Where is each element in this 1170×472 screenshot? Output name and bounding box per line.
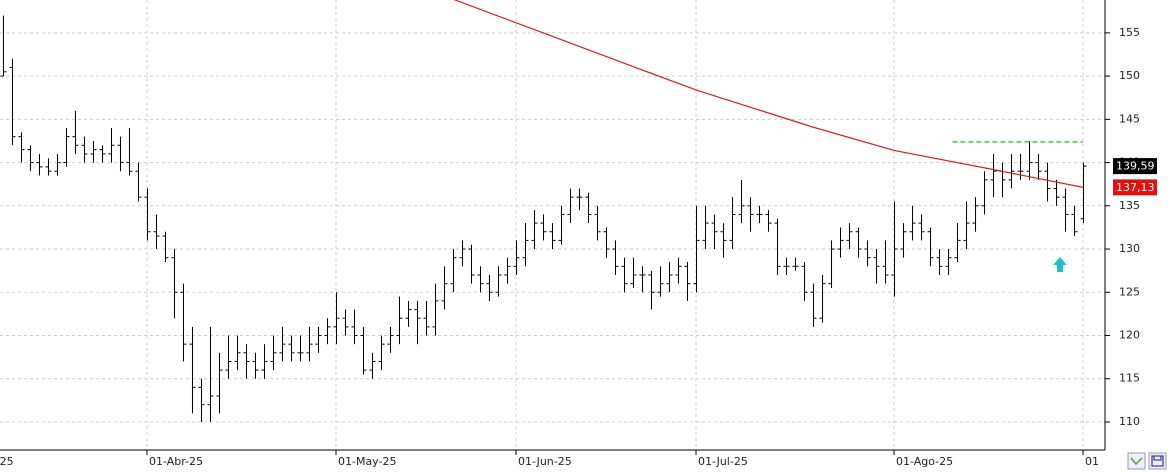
x-tick-label: 01-May-25 xyxy=(338,455,396,468)
y-tick-label: 125 xyxy=(1119,285,1140,298)
x-tick-label: 01-Jul-25 xyxy=(698,455,748,468)
price-label-box xyxy=(1113,179,1157,196)
zoom-button[interactable] xyxy=(1127,452,1146,470)
y-tick-label: 110 xyxy=(1119,415,1140,428)
y-tick-label: 150 xyxy=(1119,69,1140,82)
price-label-box xyxy=(1113,158,1157,175)
price-label: 137,13 xyxy=(1116,181,1155,194)
x-tick-label: 01-Abr-25 xyxy=(149,455,203,468)
y-tick-label: 155 xyxy=(1119,26,1140,39)
x-tick-label: 01-Jun-25 xyxy=(518,455,572,468)
y-tick-label: 130 xyxy=(1119,242,1140,255)
moving-average xyxy=(453,0,1084,188)
save-icon xyxy=(1151,455,1164,467)
x-tick-label: 01-Ago-25 xyxy=(896,455,953,468)
y-tick-label: 145 xyxy=(1119,112,1140,125)
y-tick-label: 120 xyxy=(1119,329,1140,342)
zoom-icon xyxy=(1130,457,1143,466)
y-tick-label: 115 xyxy=(1119,372,1140,385)
price-label: 139,59 xyxy=(1116,160,1155,173)
x-tick-label: 25 xyxy=(0,455,14,468)
x-tick-label: 01 xyxy=(1085,455,1099,468)
plot-area xyxy=(0,0,1087,422)
signal-arrow xyxy=(1053,257,1067,272)
y-tick-label: 135 xyxy=(1119,199,1140,212)
save-button[interactable] xyxy=(1148,452,1167,470)
